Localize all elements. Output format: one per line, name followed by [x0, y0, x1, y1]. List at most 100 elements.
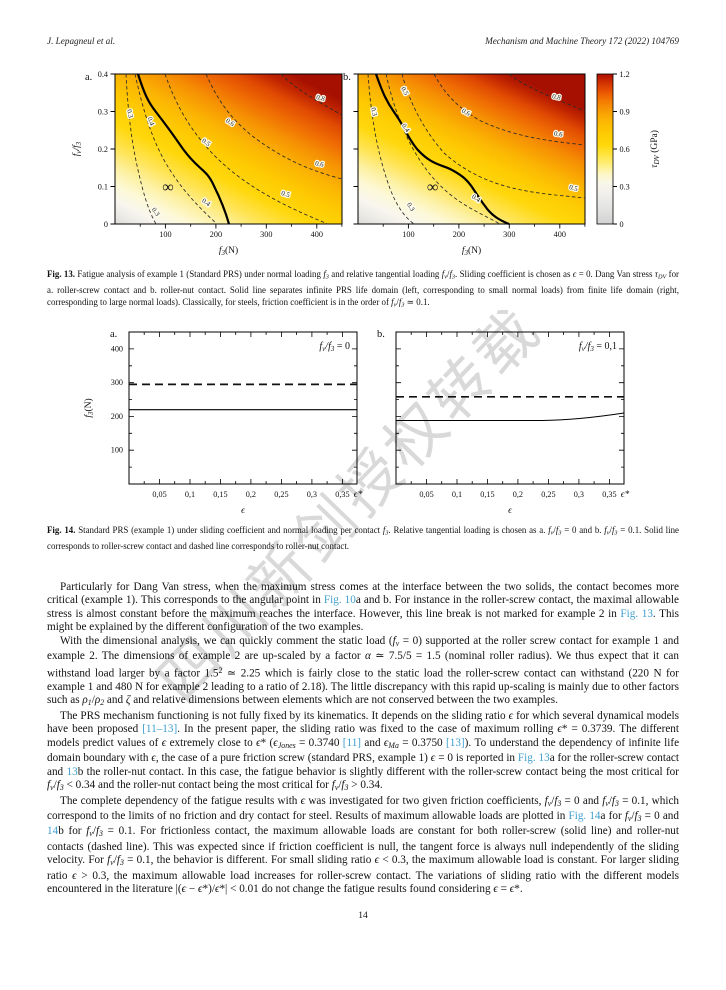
svg-text:1.2: 1.2	[620, 70, 630, 79]
text-run: f	[56, 779, 60, 792]
svg-text:0: 0	[104, 220, 108, 229]
svg-text:0.5: 0.5	[568, 184, 578, 193]
text-run: for a. roller-screw contact and b. rolle…	[47, 269, 679, 308]
text-run: 3	[558, 529, 562, 537]
svg-text:0.6: 0.6	[314, 160, 324, 169]
text-run: ϵ	[374, 854, 380, 867]
text-run: The PRS mechanism functioning is not ful…	[60, 709, 509, 722]
citation-link[interactable]: Fig. 13	[517, 752, 550, 765]
text-run: 3	[451, 273, 456, 281]
text-run: b the roller-nut contact. In this case, …	[77, 765, 679, 778]
text-run: /	[609, 525, 612, 536]
text-run: = 0 and	[561, 794, 603, 807]
svg-text:0,2: 0,2	[513, 490, 523, 499]
svg-text:0,3: 0,3	[574, 490, 584, 499]
colorbar-tick-labels: 0 0.3 0.6 0.9 1.2	[620, 70, 630, 229]
text-run: *.	[514, 883, 523, 896]
svg-text:0,15: 0,15	[213, 490, 227, 499]
text-run: 2	[218, 665, 223, 675]
text-run: ϵ	[557, 723, 562, 736]
text-run: f	[611, 794, 616, 807]
fig14a-y-tick-labels: 400 300 200 100	[111, 345, 123, 455]
svg-text:400: 400	[111, 345, 123, 354]
text-run: f	[392, 634, 396, 647]
svg-text:0.5: 0.5	[280, 190, 291, 199]
citation-link[interactable]: Fig. 13	[620, 607, 653, 620]
text-run: v	[606, 529, 610, 537]
text-run: ≃ 0.1.	[404, 297, 430, 308]
text-run: α	[364, 650, 371, 663]
text-run: Particularly for Dang Van stress, when t…	[47, 580, 679, 607]
svg-text:0,35: 0,35	[335, 490, 349, 499]
svg-text:0,25: 0,25	[541, 490, 555, 499]
fig14a-ticks	[129, 332, 357, 485]
text-run: = 0.3750	[398, 736, 447, 749]
text-run: Jones	[277, 740, 296, 750]
text-run: ϵ	[72, 869, 77, 882]
svg-text:0.6: 0.6	[553, 130, 563, 138]
text-run: ϵ	[572, 269, 577, 279]
citation-link[interactable]: [11]	[342, 736, 362, 749]
citation-link[interactable]: [13]	[446, 736, 465, 749]
text-run: v	[444, 273, 447, 281]
text-run: = 0.1. Solid line corresponds to roller-…	[47, 525, 679, 552]
fig13b-x-major-ticks	[407, 224, 561, 229]
citation-link[interactable]: 14	[47, 825, 59, 838]
body-text: Particularly for Dang Van stress, when t…	[47, 581, 679, 897]
citation-link[interactable]: 13	[66, 765, 78, 778]
text-run: , the case of a pure friction screw (sta…	[155, 752, 431, 765]
citation-link[interactable]: Fig. 14	[568, 809, 601, 822]
text-run: v	[50, 783, 54, 792]
svg-text:0,15: 0,15	[480, 490, 494, 499]
text-run: f	[331, 779, 335, 792]
citation-link[interactable]: [11–13]	[142, 723, 178, 736]
page-number: 14	[358, 910, 368, 921]
text-run: ζ	[125, 694, 131, 707]
svg-text:0.3: 0.3	[369, 107, 377, 117]
fig13b-contour-lines	[367, 73, 586, 225]
text-run: ϵ	[214, 883, 220, 896]
paragraph-1: Particularly for Dang Van stress, when t…	[47, 581, 679, 635]
fig13a-y-tick-labels: 0.4 0.3 0.2 0.1 0	[98, 70, 108, 229]
text-run: /	[113, 854, 117, 867]
text-run: ≃ 2.25 which is fairly close to the stat…	[47, 667, 680, 707]
text-run: f	[634, 809, 638, 822]
text-run: Ma	[388, 740, 399, 750]
fig13b-x-axis-label: f3(N)	[462, 245, 481, 257]
text-run: −	[186, 883, 198, 896]
text-run: ρ	[94, 694, 101, 707]
fig13b-heatmap	[357, 73, 586, 225]
paragraph-4: The complete dependency of the fatigue r…	[47, 795, 679, 897]
fig13a-x-major-ticks	[164, 224, 318, 229]
text-run: ϵ	[181, 883, 187, 896]
svg-text:200: 200	[210, 230, 222, 239]
fig13a-y-axis-label: fv/f3	[71, 141, 83, 156]
svg-text:300: 300	[111, 379, 123, 388]
text-run: /	[53, 779, 57, 792]
svg-text:0.3: 0.3	[620, 183, 630, 192]
colorbar-ticks	[613, 73, 617, 225]
text-run: ϵ	[508, 709, 514, 722]
fig14-panel-a: fv/f3 = 0 400 300 200 100 0,05 0,1 0,15 …	[83, 331, 363, 516]
fig14-panel-b: fv/f3 = 0,1 0,05 0,1 0,15 0,2 0,25 0,3 0…	[395, 331, 630, 516]
svg-text:0.4: 0.4	[98, 70, 108, 79]
text-run: 3	[385, 529, 389, 537]
text-run: f	[548, 525, 551, 536]
svg-text:0,2: 0,2	[246, 490, 256, 499]
text-run: /	[338, 779, 342, 792]
fig14a-x-end-label: ϵ*	[354, 490, 363, 500]
paragraph-3: The PRS mechanism functioning is not ful…	[47, 710, 679, 795]
text-run: /	[631, 809, 635, 822]
text-run: and relative tangential loading	[328, 269, 442, 279]
svg-text:0.8: 0.8	[551, 93, 561, 102]
text-run: ϵ	[383, 736, 389, 749]
svg-text:300: 300	[503, 230, 515, 239]
text-run: < 0.3, the maximum allowable load is con…	[47, 854, 679, 882]
citation-link[interactable]: Fig. 10	[323, 594, 356, 607]
text-run: *| < 0.01 do not change the fatigue resu…	[219, 883, 494, 896]
fig13-colorbar: 0 0.3 0.6 0.9 1.2 τDV (GPa)	[596, 70, 661, 229]
text-run: = 0.1, which correspond to the limits of…	[47, 794, 679, 822]
text-run: ϵ	[509, 883, 515, 896]
text-run: for which several dynamical models have …	[47, 709, 679, 736]
text-run: a for the roller-screw contact and	[47, 752, 679, 778]
